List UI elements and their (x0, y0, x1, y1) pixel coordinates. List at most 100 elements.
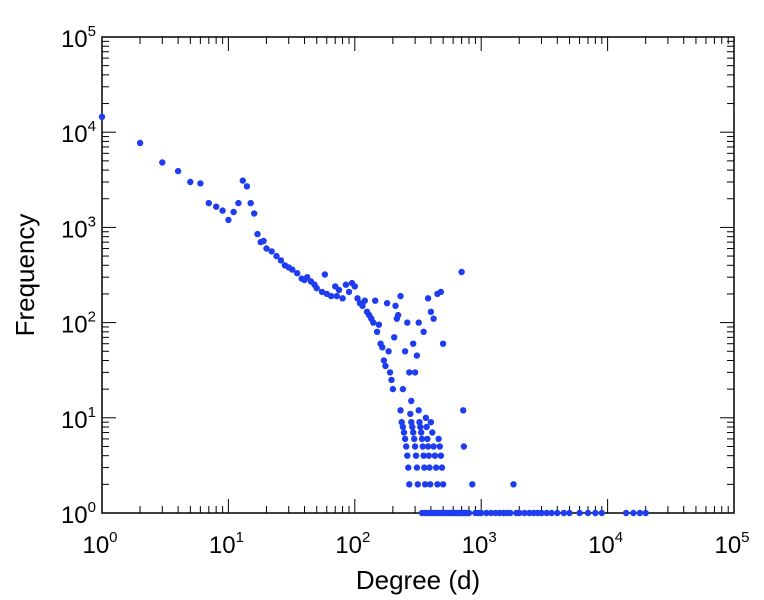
y-tick-label: 100 (61, 499, 96, 529)
data-point (394, 311, 402, 319)
data-point (375, 321, 383, 328)
data-point (318, 288, 326, 296)
data-point (230, 208, 237, 216)
data-point (354, 295, 361, 302)
data-point (483, 509, 490, 517)
data-point (526, 509, 533, 517)
data-point (413, 464, 421, 471)
data-point (219, 207, 226, 214)
data-point (427, 419, 435, 426)
data-point (372, 297, 379, 304)
data-point (566, 509, 573, 517)
data-point (197, 180, 204, 187)
x-tick-label: 102 (335, 529, 370, 559)
x-tick-label: 105 (714, 529, 749, 559)
data-point (421, 464, 428, 471)
data-point (437, 288, 445, 296)
data-point (432, 464, 440, 471)
data-point (430, 443, 437, 450)
data-point (598, 509, 605, 517)
data-point (398, 419, 405, 426)
data-point (431, 452, 439, 459)
data-point (424, 295, 432, 302)
data-point (406, 481, 413, 488)
data-point (268, 248, 275, 255)
data-point (521, 509, 528, 517)
plot-frame (101, 36, 735, 514)
data-point (400, 429, 408, 436)
data-point (225, 216, 232, 224)
y-tick-label: 104 (61, 118, 96, 148)
data-point (386, 369, 394, 376)
y-tick-label: 103 (61, 213, 96, 243)
data-point (510, 481, 517, 488)
data-point (419, 443, 426, 450)
data-point (399, 385, 407, 393)
data-point (361, 297, 368, 304)
data-point (592, 509, 599, 517)
data-point (458, 268, 465, 276)
data-point (543, 509, 550, 517)
data-point (403, 443, 410, 450)
x-tick-label: 101 (209, 529, 244, 559)
data-point (351, 283, 358, 290)
data-point (382, 362, 389, 370)
data-point (277, 257, 285, 264)
data-point (439, 481, 447, 488)
data-point (321, 271, 329, 278)
data-point (410, 340, 417, 347)
data-point (263, 245, 270, 252)
data-point (260, 237, 267, 245)
data-point (427, 481, 434, 488)
x-axis-title: Degree (d) (356, 565, 480, 595)
data-point (239, 177, 246, 184)
data-point (388, 376, 395, 384)
data-point (385, 348, 392, 355)
data-point (478, 509, 485, 517)
data-point (187, 178, 194, 186)
data-point (488, 509, 495, 517)
data-point (516, 509, 523, 517)
data-point (370, 319, 377, 326)
data-point (507, 509, 514, 517)
data-point (429, 429, 436, 436)
data-point (636, 509, 644, 517)
data-point (554, 509, 561, 517)
data-point (576, 509, 583, 517)
data-point (397, 407, 404, 414)
data-point (420, 452, 427, 459)
data-point (213, 203, 220, 210)
data-point (436, 443, 443, 450)
data-point (98, 113, 106, 121)
data-point (333, 292, 340, 300)
data-point (630, 509, 637, 517)
data-point (418, 429, 425, 436)
data-point (235, 199, 242, 207)
data-point (413, 352, 421, 359)
data-point (304, 274, 311, 281)
data-points (98, 113, 649, 517)
data-point (373, 328, 381, 335)
data-point (410, 429, 417, 436)
data-point (434, 481, 441, 488)
data-point (426, 464, 433, 471)
data-point (425, 452, 432, 459)
data-point (383, 300, 391, 307)
y-tick-label: 102 (61, 309, 96, 339)
data-point (328, 292, 335, 300)
data-point (642, 509, 649, 517)
data-point (427, 308, 435, 315)
data-point (418, 435, 426, 443)
data-point (415, 319, 422, 326)
data-point (435, 435, 442, 443)
data-point (205, 199, 212, 207)
axis-ticks (101, 36, 735, 514)
data-point (560, 509, 567, 517)
data-point (380, 357, 388, 364)
data-point (401, 348, 409, 355)
data-point (289, 266, 296, 273)
data-point (423, 423, 430, 431)
x-tick-label: 103 (462, 529, 497, 559)
data-point (254, 230, 261, 238)
data-point (243, 183, 251, 190)
